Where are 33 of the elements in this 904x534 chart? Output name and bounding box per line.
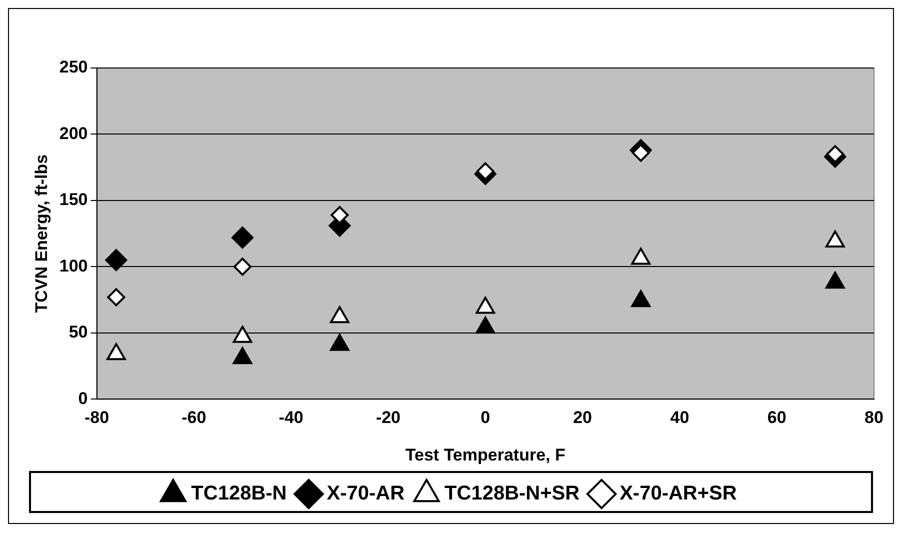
legend-label: TC128B-N: [191, 482, 287, 505]
x-tick-label: 20: [573, 408, 592, 428]
y-tick-label: 100: [59, 256, 88, 276]
legend-label: TC128B-N+SR: [444, 482, 580, 505]
y-axis-title: TCVN Energy, ft-lbs: [32, 154, 51, 313]
x-tick-label: 60: [767, 408, 786, 428]
y-tick-label: 200: [59, 124, 88, 143]
y-tick-label: 0: [78, 388, 88, 408]
x-tick-label: 80: [864, 408, 884, 428]
legend-label: X-70-AR+SR: [620, 482, 738, 505]
y-tick-label: 150: [59, 190, 88, 210]
point: [825, 230, 845, 248]
y-tick-label: 50: [68, 322, 88, 342]
point: [106, 343, 126, 360]
point: [231, 226, 254, 249]
point: [232, 326, 252, 343]
x-axis-title: Test Temperature, F: [405, 445, 566, 464]
x-tick-label: 0: [480, 408, 490, 428]
point: [330, 306, 350, 324]
y-tick-label: 250: [59, 58, 88, 77]
point: [330, 334, 350, 351]
legend-label: X-70-AR: [326, 482, 406, 505]
point: [825, 272, 845, 289]
x-tick-label: 40: [670, 408, 690, 428]
x-tick-label: -20: [376, 408, 401, 428]
point: [476, 296, 496, 314]
point: [476, 316, 496, 334]
point: [232, 347, 252, 364]
point: [631, 248, 650, 265]
x-tick-label: -60: [182, 408, 206, 428]
x-tick-label: -80: [84, 408, 110, 428]
x-tick-label: -40: [278, 408, 304, 428]
point: [631, 290, 650, 308]
